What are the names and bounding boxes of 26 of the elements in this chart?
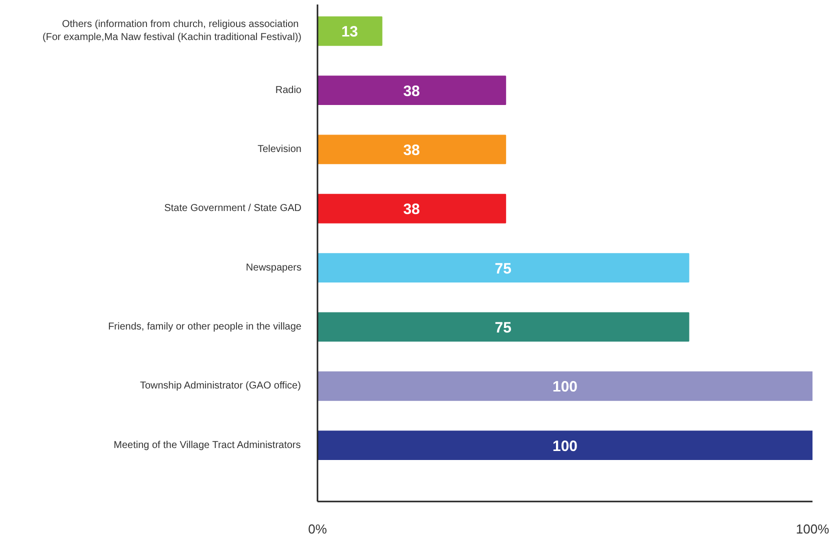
bar xyxy=(318,194,506,224)
data-label: 38 xyxy=(403,142,420,159)
y-tick-label: Meeting of the Village Tract Administrators xyxy=(114,440,301,451)
y-tick-label: State Government / State GAD xyxy=(164,203,302,214)
x-tick-label: 0% xyxy=(308,522,328,536)
y-tick-label: Radio xyxy=(275,84,302,96)
bar xyxy=(318,76,506,105)
y-tick-label: Television xyxy=(258,144,302,155)
bar xyxy=(318,134,506,164)
data-label: 13 xyxy=(341,24,358,41)
y-tick-label: Others (information from church, religious association (For example,Ma Naw festival (Kachin traditional Festival)) xyxy=(42,19,302,44)
bar xyxy=(318,371,812,401)
bar xyxy=(318,16,382,46)
data-label: 100 xyxy=(552,378,578,396)
y-tick-label: Friends, family or other people in the village xyxy=(108,321,302,332)
bar xyxy=(318,253,690,282)
bar xyxy=(318,430,812,460)
bar xyxy=(318,312,690,342)
data-label: 38 xyxy=(403,82,420,100)
data-label: 75 xyxy=(494,319,512,336)
data-label: 100 xyxy=(552,438,578,455)
y-tick-label: Township Administrator (GAO office) xyxy=(140,380,301,392)
y-tick-label: Newspapers xyxy=(246,262,302,274)
data-label: 75 xyxy=(494,260,512,278)
x-tick-label: 100% xyxy=(796,522,830,536)
data-label: 38 xyxy=(403,201,420,218)
